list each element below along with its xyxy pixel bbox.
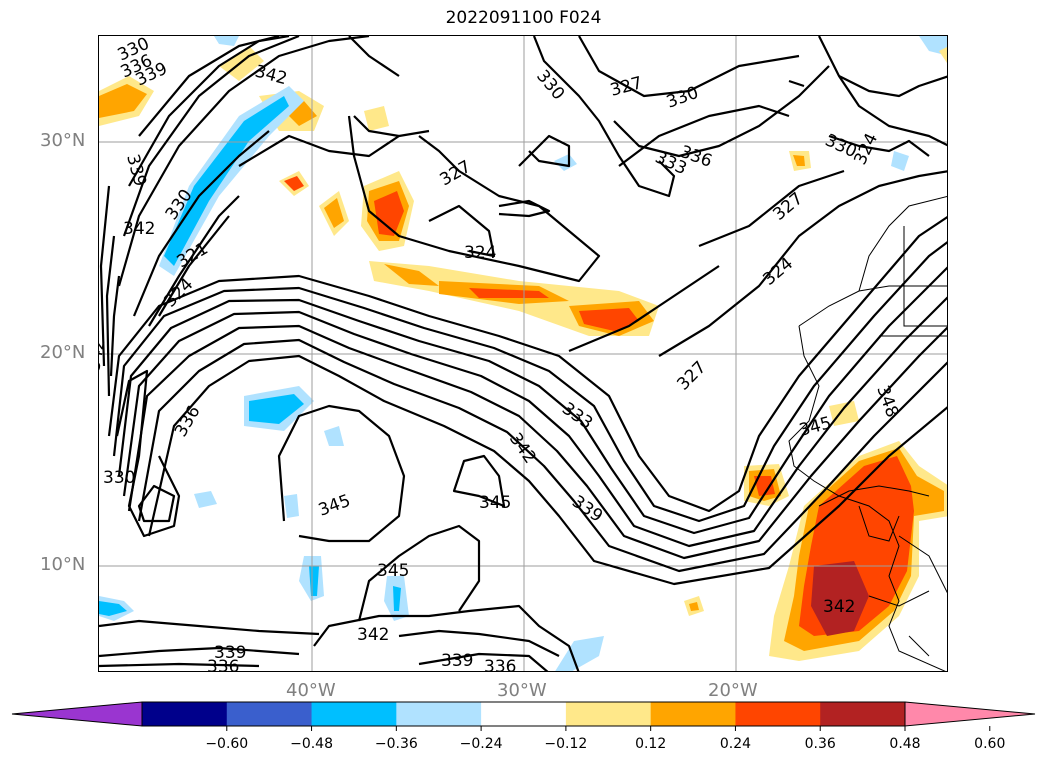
- graticule: [99, 36, 947, 671]
- lon-label: 20°W: [708, 680, 758, 701]
- contour-label: 342: [253, 62, 290, 90]
- lat-label: 20°N: [40, 342, 86, 363]
- lat-label: 30°N: [40, 130, 86, 151]
- colorbar-tick-label: 0.36: [804, 736, 836, 752]
- colorbar-segment: [820, 702, 906, 726]
- contour-label: 342: [823, 597, 855, 617]
- colorbar-extend-low: [11, 701, 143, 727]
- colorbar-segment: [481, 702, 567, 726]
- colorbar-tick-label: −0.48: [290, 736, 333, 752]
- contour-lines: [99, 36, 947, 671]
- colorbar-tick-label: −0.60: [205, 736, 249, 752]
- coastlines: [788, 195, 947, 671]
- lat-label: 10°N: [40, 554, 86, 575]
- colorbar-tick-label: 0.60: [974, 736, 1006, 752]
- map-canvas: 330 336 339 342 339 342 321 324 330 327 …: [99, 36, 947, 672]
- contour-label: 324: [759, 254, 797, 290]
- colorbar-tick-label: −0.24: [459, 736, 503, 752]
- contour-label: 348: [872, 383, 902, 420]
- colorbar-tick-label: 0.24: [719, 736, 752, 752]
- contour-label: 345: [797, 413, 834, 441]
- colorbar-tick-label: 0.12: [635, 736, 667, 752]
- contour-label: 342: [99, 337, 110, 372]
- contour-label: 339: [214, 643, 246, 663]
- contour-label: 339: [568, 492, 606, 527]
- colorbar-segment: [226, 702, 313, 726]
- colorbar-extend-high: [904, 701, 1036, 727]
- colorbar-segment: [142, 702, 228, 726]
- contour-label: 330: [103, 468, 135, 488]
- contour-label: 324: [464, 243, 496, 263]
- colorbar-segment: [311, 702, 397, 726]
- contour-label: 327: [769, 189, 807, 225]
- map-title: 2022091100 F024: [445, 8, 602, 28]
- lon-label: 30°W: [497, 680, 547, 701]
- contour-label: 336: [171, 402, 205, 440]
- colorbar-outline: [141, 701, 906, 727]
- contour-label: 330: [664, 83, 701, 113]
- colorbar-tick-label: 0.48: [889, 736, 921, 752]
- colorbar: [11, 701, 1036, 731]
- colorbar-tick-label: −0.36: [374, 736, 418, 752]
- lon-label: 40°W: [286, 680, 336, 701]
- contour-label: 327: [608, 73, 645, 101]
- contour-label: 345: [377, 561, 409, 581]
- contour-label: 342: [357, 625, 389, 645]
- colorbar-tick-label: −0.12: [544, 736, 588, 752]
- contour-label: 345: [479, 493, 511, 513]
- colorbar-segment: [396, 702, 482, 726]
- contour-label: 330: [532, 66, 568, 104]
- colorbar-segment: [565, 702, 652, 726]
- contour-label: 342: [123, 219, 155, 239]
- map-panel: 330 336 339 342 339 342 321 324 330 327 …: [98, 35, 948, 672]
- contour-label: 327: [437, 157, 475, 191]
- contour-label: 336: [207, 657, 239, 672]
- contour-label: 327: [673, 357, 710, 394]
- colorbar-segment: [650, 702, 736, 726]
- colorbar-segment: [735, 702, 821, 726]
- contour-label: 339: [441, 651, 473, 671]
- contour-label: 336: [484, 657, 516, 672]
- contour-label: 345: [316, 491, 353, 521]
